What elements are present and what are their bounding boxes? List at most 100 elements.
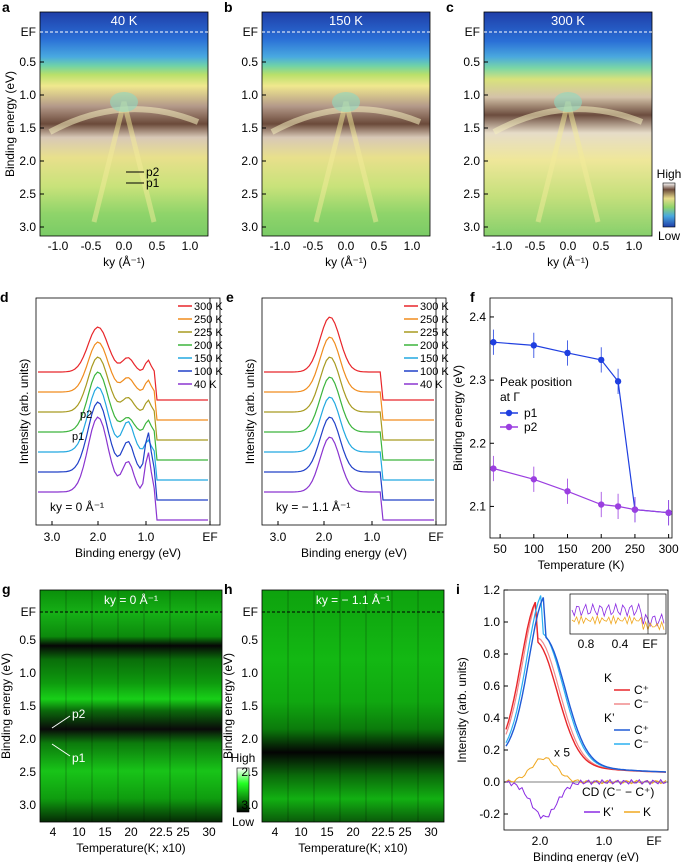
y-tick-label: 2.1 [469, 499, 486, 513]
heatmap [39, 589, 223, 823]
edc-curve [264, 316, 434, 401]
marker-line [51, 715, 71, 729]
panel-letter: d [0, 289, 9, 305]
y-tick-label: 3.0 [241, 220, 258, 234]
x-tick-label: -0.5 [525, 239, 546, 253]
y-tick-label: 1.5 [463, 121, 480, 135]
legend-group: K [604, 671, 612, 685]
legend-label: 250 K [420, 314, 449, 326]
panel-letter: h [224, 581, 233, 597]
x-tick-label: 0.0 [338, 239, 355, 253]
x-tick-label: 0.0 [560, 239, 577, 253]
panel-letter: f [470, 289, 475, 305]
temperature-label: 300 K [551, 13, 585, 28]
legend-label: 40 K [420, 379, 443, 391]
y-tick-label: 0.8 [483, 647, 500, 661]
data-point [490, 465, 497, 472]
inset-tick-label: 0.4 [612, 637, 629, 651]
x-tick-label: 50 [493, 542, 507, 556]
y-tick-label: -0.2 [479, 807, 500, 821]
x-tick-label: 10 [72, 825, 86, 839]
data-point [564, 349, 571, 357]
y-tick-label: 1.2 [483, 583, 500, 597]
legend-label: p1 [524, 406, 538, 420]
cd-curve-kprime [505, 778, 667, 820]
x-tick-label: 3.0 [270, 530, 287, 544]
legend-label: 150 K [194, 353, 223, 365]
x-axis-label: Binding energy (eV) [301, 546, 407, 560]
temperature-label: 150 K [329, 13, 363, 28]
x-axis-label: ky (Å⁻¹) [103, 254, 145, 269]
colorbar-high: High [657, 167, 682, 181]
y-tick-label: 0.5 [19, 633, 36, 647]
edc-curve [264, 416, 434, 501]
colorbar [236, 767, 250, 813]
x-tick-label: 25 [398, 825, 412, 839]
y-tick-label: 2.4 [469, 310, 486, 324]
y-tick-label: 1.5 [19, 699, 36, 713]
edc-curve [38, 401, 208, 501]
ky-annotation: ky = 0 Å⁻¹ [50, 499, 104, 514]
y-tick-label: 1.0 [19, 88, 36, 102]
y-tick-label: 2.5 [463, 187, 480, 201]
inset-curve [571, 602, 665, 628]
y-tick-label: 2.0 [19, 154, 36, 168]
cd-curve-k [505, 757, 667, 785]
y-tick-label: 1.0 [241, 666, 258, 680]
x-tick-label: 1.0 [626, 239, 643, 253]
x-tick-label: 0.5 [149, 239, 166, 253]
y-tick-label: 2.0 [463, 154, 480, 168]
inset-curve [571, 614, 665, 631]
x-tick-label: 15 [98, 825, 112, 839]
scale-label: x 5 [554, 745, 570, 759]
x-tick-label: EF [202, 530, 217, 544]
y-tick-label: 2.5 [241, 187, 258, 201]
colorbar-low: Low [232, 815, 254, 829]
data-point [530, 476, 538, 483]
x-tick-label: 0.0 [116, 239, 133, 253]
band-apex [110, 92, 138, 112]
x-axis-label: Temperature(K; x10) [298, 841, 407, 855]
series-line [493, 341, 669, 514]
y-tick-label: 2.5 [19, 187, 36, 201]
edc-curve [264, 336, 434, 421]
data-point [598, 356, 605, 364]
y-tick-label: 3.0 [19, 798, 36, 812]
legend-label: C⁺ [634, 683, 649, 697]
arpes-row: a 40 K EF 0.5 1.0 1.5 2.0 2.5 3.0 -1.0 -0.5 0.0 0.5 1… [2, 0, 681, 269]
x-axis-label: Temperature(K; x10) [76, 841, 185, 855]
panel-letter: c [446, 0, 454, 15]
x-tick-label: -0.5 [303, 239, 324, 253]
y-tick-label: 1.0 [241, 88, 258, 102]
y-tick-label: 2.0 [19, 732, 36, 746]
legend-label: K [643, 805, 651, 819]
y-tick-label: 0.5 [241, 633, 258, 647]
y-tick-label: 0.0 [483, 775, 500, 789]
legend-marker [505, 409, 513, 417]
colorbar [662, 182, 676, 228]
y-tick-label: 3.0 [241, 798, 258, 812]
panel-letter: g [2, 581, 11, 597]
y-tick-label: 2.0 [241, 154, 258, 168]
y-tick-label: 0.2 [483, 743, 500, 757]
x-axis-label: ky (Å⁻¹) [547, 254, 589, 269]
panel-g: g ky = 0 Å⁻¹ EF 0.5 1.0 1.5 2.0 2.5 3.0 4 10 15 20 22… [0, 581, 255, 855]
x-tick-label: 1.0 [182, 239, 199, 253]
x-tick-label: 100 [524, 542, 544, 556]
panel-e: e Intensity (arb. units) 3.0 2.0 1.0 EF Bindin… [226, 289, 449, 560]
ef-tick-label: EF [21, 25, 36, 39]
marker-label: p2 [146, 165, 160, 179]
x-tick-label: 2.0 [316, 530, 333, 544]
y-tick-label: 0.5 [463, 55, 480, 69]
colorbar-high: High [231, 751, 256, 765]
x-axis-label: Binding energy (eV) [533, 850, 639, 862]
y-axis-label: Binding energy (eV) [0, 653, 13, 759]
band-apex [554, 92, 582, 112]
panel-h: h ky = − 1.1 Å⁻¹ EF 0.5 1.0 1.5 2.0 2.5 3.0 4 10 15… [221, 581, 445, 855]
x-axis-label: ky (Å⁻¹) [325, 254, 367, 269]
x-tick-label: 3.0 [44, 530, 61, 544]
edc-curve [264, 376, 434, 461]
y-tick-label: 0.5 [241, 55, 258, 69]
x-tick-label: 30 [202, 825, 216, 839]
legend-label: 200 K [420, 340, 449, 352]
